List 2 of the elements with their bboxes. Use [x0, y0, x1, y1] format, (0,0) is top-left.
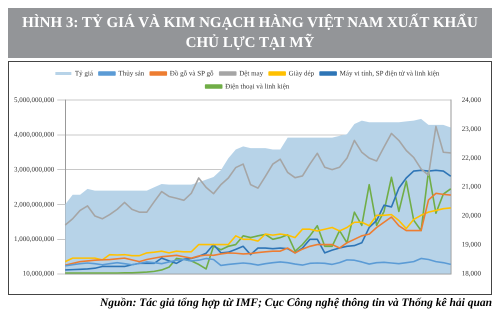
- text: Nguồn: Tác giả tổng hợp từ IMF; Cục Công nghệ thông tin và Thống kê hải quan: [98, 297, 492, 309]
- chart-title: HÌNH 3: TỶ GIÁ VÀ KIM NGẠCH HÀNG VIỆT NAM XUẤT KHẨU CHỦ LỰC TẠI MỸ: [8, 8, 492, 58]
